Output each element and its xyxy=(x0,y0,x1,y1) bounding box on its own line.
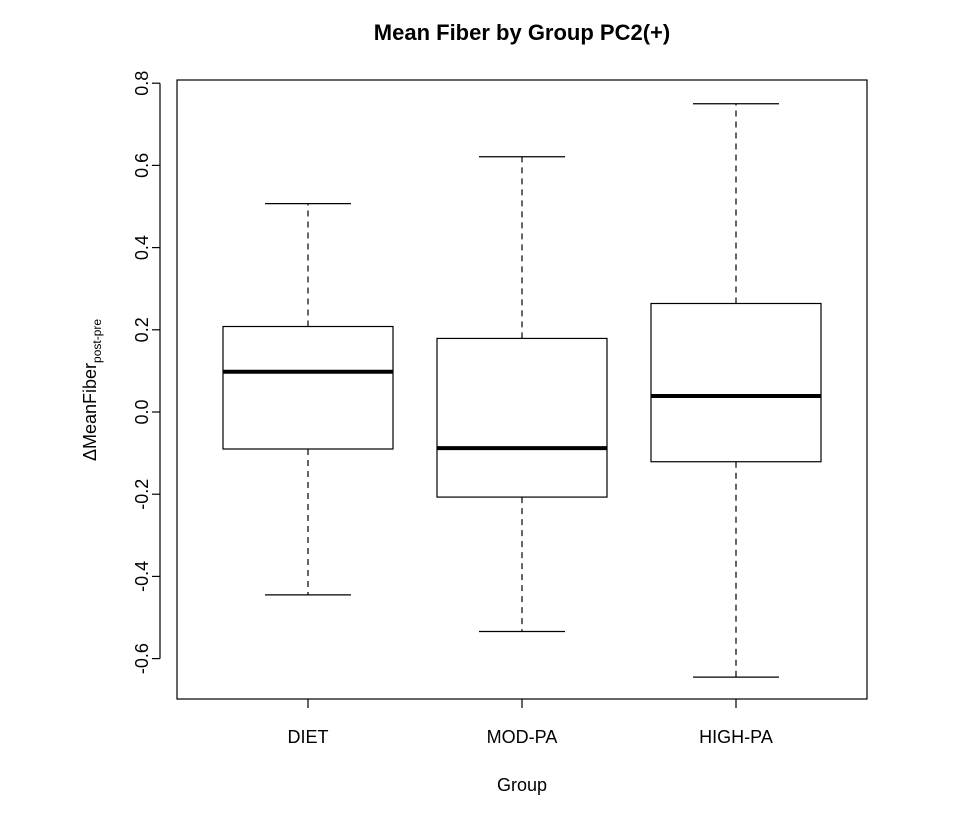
iqr-box-diet xyxy=(222,325,394,450)
boxes-group xyxy=(222,103,822,678)
y-tick-label: 0.4 xyxy=(132,235,152,260)
y-axis-label-main: MeanFiber xyxy=(80,363,100,449)
box-diet xyxy=(222,203,394,596)
y-axis: -0.6 -0.4 -0.2 0.0 0.2 0.4 0.6 0.8 xyxy=(132,71,161,674)
x-axis-label: Group xyxy=(497,775,547,795)
y-tick-label: -0.2 xyxy=(132,479,152,510)
y-axis-label-prefix: Δ xyxy=(80,449,100,461)
x-tick-label-high-pa: HIGH-PA xyxy=(699,727,773,747)
x-axis: DIET MOD-PA HIGH-PA xyxy=(287,699,773,747)
y-tick-label: -0.6 xyxy=(132,643,152,674)
y-axis-label: ΔMeanFiberpost-pre xyxy=(80,319,104,461)
iqr-box-mod-pa xyxy=(436,337,608,498)
y-tick-label: 0.2 xyxy=(132,317,152,342)
y-tick-label: 0.8 xyxy=(132,71,152,96)
x-tick-label-diet: DIET xyxy=(287,727,328,747)
y-axis-label-subscript: post-pre xyxy=(90,319,104,363)
y-tick-label: 0.6 xyxy=(132,153,152,178)
x-tick-label-mod-pa: MOD-PA xyxy=(487,727,558,747)
y-tick-label: -0.4 xyxy=(132,561,152,592)
y-tick-label: 0.0 xyxy=(132,399,152,424)
box-high-pa xyxy=(650,103,822,678)
iqr-box-high-pa xyxy=(650,302,822,463)
chart-title: Mean Fiber by Group PC2(+) xyxy=(374,20,670,45)
box-mod-pa xyxy=(436,156,608,633)
